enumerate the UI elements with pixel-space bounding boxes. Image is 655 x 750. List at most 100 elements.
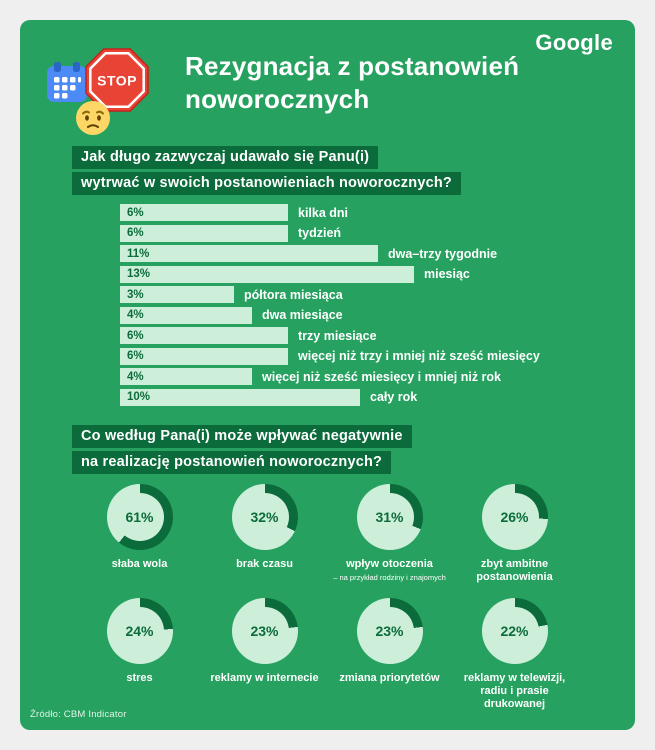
donut-center: 22% bbox=[490, 607, 539, 655]
donut-category-sublabel: – na przykład rodziny i znajomych bbox=[333, 573, 446, 582]
worried-face-icon bbox=[76, 101, 110, 135]
donut-center: 24% bbox=[115, 607, 164, 655]
donut-row: 24% stres 23% reklamy w internecie 23% zmiana… bbox=[77, 598, 577, 725]
donut-center: 61% bbox=[115, 493, 164, 541]
bar-category-label: trzy miesiące bbox=[298, 328, 377, 343]
donut-chart-grid: 61% słaba wola 32% brak czasu 31% wpływ otocz… bbox=[77, 484, 577, 725]
question-duration: Jak długo zazwyczaj udawało się Panu(i) … bbox=[72, 146, 461, 198]
page-title-line2: noworocznych bbox=[185, 84, 370, 114]
donut-ring: 61% bbox=[106, 484, 173, 550]
bar-category-label: dwa–trzy tygodnie bbox=[388, 246, 498, 261]
bar-percent-label: 4% bbox=[127, 370, 144, 383]
donut-ring: 23% bbox=[231, 598, 298, 664]
bar-category-label: cały rok bbox=[370, 390, 418, 404]
donut-percent-label: 24% bbox=[125, 623, 154, 639]
bar: 11% bbox=[120, 245, 378, 262]
donut-ring: 31% bbox=[356, 484, 423, 550]
source-note: Źródło: CBM Indicator bbox=[30, 709, 127, 720]
question-negative-factors-line2: na realizację postanowień noworocznych? bbox=[72, 451, 392, 474]
bar: 6% bbox=[120, 204, 288, 221]
header-icons: STOP bbox=[45, 48, 190, 148]
bar: 4% bbox=[120, 306, 252, 324]
donut-center: 23% bbox=[240, 607, 289, 655]
donut-category-label: stres bbox=[126, 672, 153, 684]
bar-chart: 6% kilka dni 6% tydzień 11% dwa–trzy tygodnie… bbox=[120, 204, 540, 409]
bar-category-label: tydzień bbox=[298, 226, 342, 240]
donut-center: 23% bbox=[365, 607, 414, 655]
donut-item: 26% zbyt ambitne postanowienia bbox=[452, 484, 577, 584]
donut-category-label: słaba wola bbox=[111, 558, 168, 570]
donut-percent-label: 26% bbox=[500, 509, 529, 525]
donut-item: 24% stres bbox=[77, 598, 202, 711]
donut-ring: 23% bbox=[356, 598, 423, 664]
bar: 6% bbox=[120, 347, 288, 365]
donut-center: 32% bbox=[240, 493, 289, 541]
donut-percent-label: 23% bbox=[375, 623, 404, 639]
question-duration-line1: Jak długo zazwyczaj udawało się Panu(i) bbox=[72, 146, 379, 169]
infographic-card: Google STOP bbox=[20, 20, 635, 730]
question-negative-factors-line1: Co według Pana(i) może wpływać negatywni… bbox=[72, 425, 412, 448]
bar-row: 11% dwa–trzy tygodnie bbox=[120, 245, 540, 262]
bar-category-label: kilka dni bbox=[298, 205, 349, 220]
calendar-icon bbox=[47, 62, 87, 102]
bar-percent-label: 3% bbox=[127, 288, 144, 301]
bar-percent-label: 13% bbox=[127, 268, 151, 280]
bar-category-label: więcej niż trzy i mniej niż sześć miesię… bbox=[298, 349, 540, 363]
donut-category-label: zbyt ambitne postanowienia bbox=[476, 558, 553, 583]
bar-row: 6% trzy miesiące bbox=[120, 327, 540, 344]
bar-percent-label: 4% bbox=[127, 309, 144, 321]
stop-sign-text: STOP bbox=[97, 73, 137, 89]
donut-category-label: zmiana priorytetów bbox=[339, 672, 440, 684]
donut-percent-label: 61% bbox=[125, 509, 154, 525]
donut-item: 23% reklamy w internecie bbox=[202, 598, 327, 711]
bar-percent-label: 6% bbox=[127, 227, 144, 239]
donut-item: 31% wpływ otoczenia – na przykład rodziny … bbox=[327, 484, 452, 584]
bar-row: 6% tydzień bbox=[120, 224, 540, 242]
bar: 10% bbox=[120, 388, 360, 406]
donut-item: 22% reklamy w telewizji, radiu i prasie d… bbox=[452, 598, 577, 711]
bar-percent-label: 6% bbox=[127, 329, 144, 342]
donut-ring: 32% bbox=[231, 484, 298, 550]
google-logo: Google bbox=[535, 30, 613, 55]
page-title: Rezygnacja z postanowień noworocznych bbox=[185, 50, 519, 116]
bar: 3% bbox=[120, 286, 234, 303]
bar-row: 6% kilka dni bbox=[120, 204, 540, 221]
bar-row: 4% więcej niż sześć miesięcy i mniej niż … bbox=[120, 368, 540, 385]
bar-category-label: półtora miesiąca bbox=[244, 287, 343, 302]
bar-category-label: więcej niż sześć miesięcy i mniej niż ro… bbox=[262, 369, 502, 384]
donut-item: 61% słaba wola bbox=[77, 484, 202, 584]
bar-percent-label: 10% bbox=[127, 391, 151, 403]
question-negative-factors: Co według Pana(i) może wpływać negatywni… bbox=[72, 425, 412, 477]
bar-row: 13% miesiąc bbox=[120, 265, 540, 283]
donut-ring: 26% bbox=[481, 484, 548, 550]
bar-row: 6% więcej niż trzy i mniej niż sześć mies… bbox=[120, 347, 540, 365]
bar: 4% bbox=[120, 368, 252, 385]
donut-category-label: brak czasu bbox=[236, 558, 293, 570]
donut-percent-label: 23% bbox=[250, 623, 279, 639]
donut-center: 26% bbox=[490, 493, 539, 541]
bar-row: 4% dwa miesiące bbox=[120, 306, 540, 324]
donut-ring: 24% bbox=[106, 598, 173, 664]
donut-item: 23% zmiana priorytetów bbox=[327, 598, 452, 711]
page-title-line1: Rezygnacja z postanowień bbox=[185, 51, 520, 81]
stop-sign-icon: STOP bbox=[85, 48, 149, 112]
bar-category-label: dwa miesiące bbox=[262, 308, 343, 322]
donut-percent-label: 22% bbox=[500, 623, 529, 639]
donut-center: 31% bbox=[365, 493, 414, 541]
bar-percent-label: 6% bbox=[127, 206, 144, 219]
bar: 13% bbox=[120, 265, 414, 283]
donut-category-label: wpływ otoczenia bbox=[346, 558, 433, 570]
bar-category-label: miesiąc bbox=[424, 267, 470, 281]
donut-category-label: reklamy w telewizji, radiu i prasie druk… bbox=[463, 672, 566, 710]
bar-percent-label: 6% bbox=[127, 350, 144, 362]
donut-percent-label: 31% bbox=[375, 509, 404, 525]
question-duration-line2: wytrwać w swoich postanowieniach noworoc… bbox=[72, 172, 461, 195]
donut-category-label: reklamy w internecie bbox=[210, 672, 319, 684]
bar-percent-label: 11% bbox=[127, 247, 150, 260]
bar-row: 3% półtora miesiąca bbox=[120, 286, 540, 303]
donut-percent-label: 32% bbox=[250, 509, 279, 525]
bar-row: 10% cały rok bbox=[120, 388, 540, 406]
donut-item: 32% brak czasu bbox=[202, 484, 327, 584]
bar: 6% bbox=[120, 224, 288, 242]
donut-ring: 22% bbox=[481, 598, 548, 664]
